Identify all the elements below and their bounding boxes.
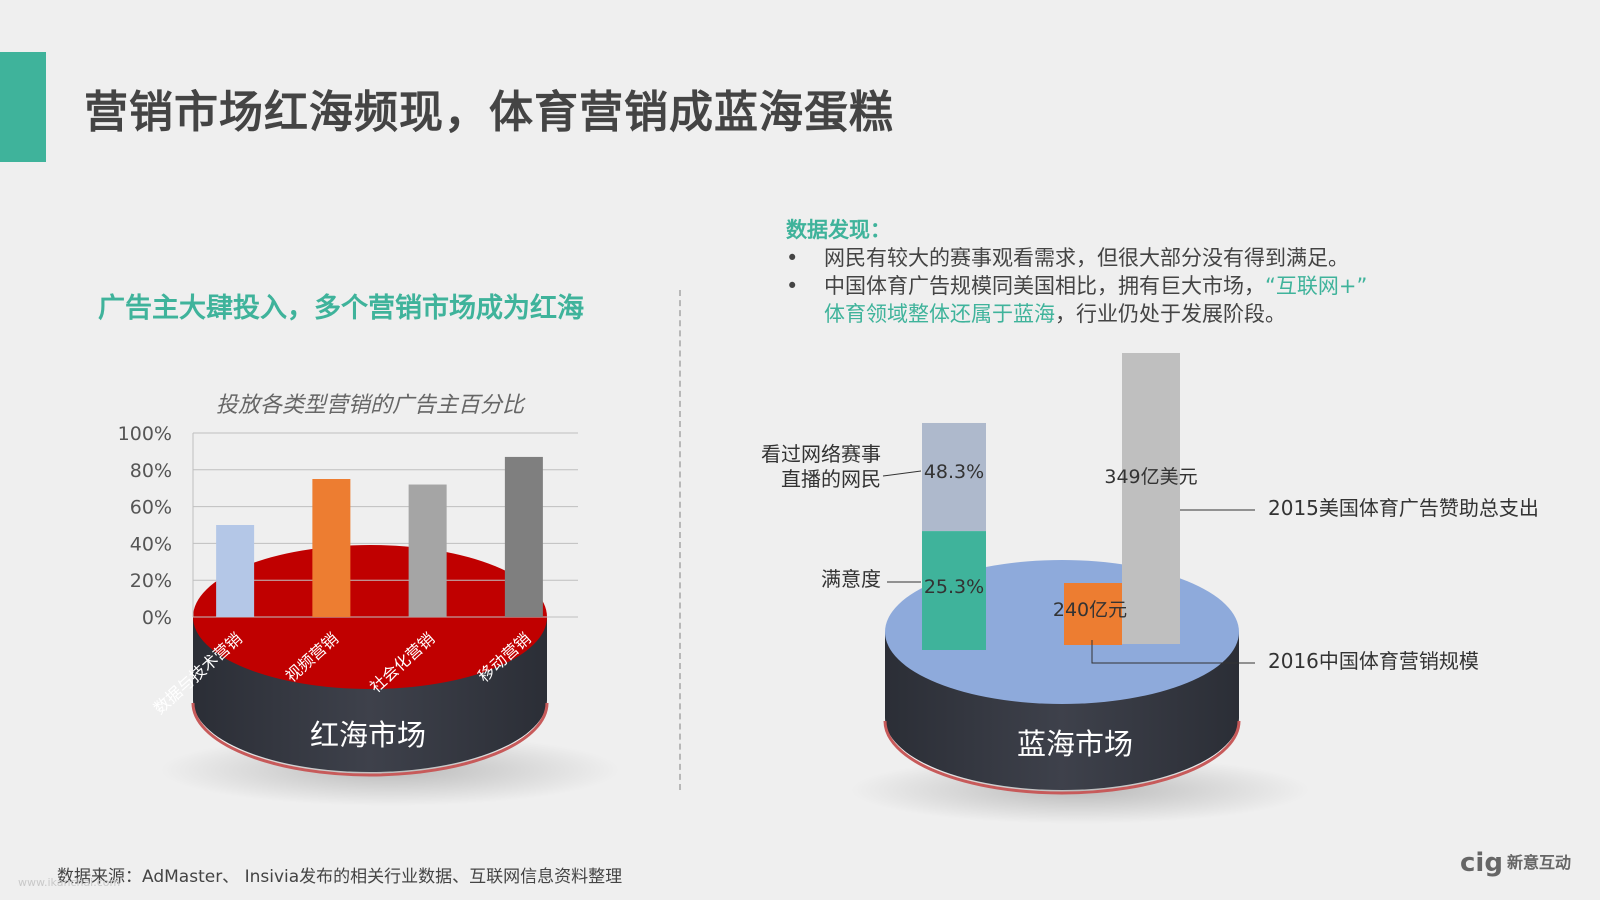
- bar-watched-segment: [922, 422, 986, 532]
- chart1-y-tick-label: 80%: [130, 460, 172, 482]
- logo-mark: cig: [1460, 848, 1503, 878]
- bar-cn-scale-value: 240亿元: [1053, 599, 1127, 621]
- red-sea-chart: 红海市场 投放各类型营销的广告主百分比 100%80%60%40%20%0% 数…: [118, 393, 620, 806]
- finding-highlight-1: “互联网+”: [1265, 274, 1368, 298]
- logo-text: 新意互动: [1506, 853, 1571, 872]
- finding-text-2a: 中国体育广告规模同美国相比，拥有巨大市场，: [824, 274, 1265, 298]
- chart1-bars: [216, 456, 543, 617]
- chart1-bar: [408, 484, 447, 617]
- finding-bullet-1: 网民有较大的赛事观看需求，但很大部分没有得到满足。: [786, 244, 1506, 272]
- chart2-bars: 48.3% 25.3% 349亿美元 240亿元: [922, 353, 1198, 650]
- chart1-bar: [504, 456, 543, 617]
- page-title: 营销市场红海频现，体育营销成蓝海蛋糕: [84, 87, 894, 138]
- finding-bullet-2: 中国体育广告规模同美国相比，拥有巨大市场，“互联网+” 体育领域整体还属于蓝海，行…: [786, 272, 1506, 328]
- bar-us-spend-value: 349亿美元: [1104, 466, 1197, 488]
- left-subtitle: 广告主大肆投入，多个营销市场成为红海: [98, 293, 584, 324]
- finding-highlight-2: 体育领域整体还属于蓝海: [824, 302, 1055, 326]
- chart1-y-tick-label: 0%: [142, 607, 172, 629]
- title-accent-bar: [0, 52, 46, 162]
- bar-satisfaction-segment: [922, 531, 986, 650]
- chart1-y-tick-label: 100%: [118, 423, 172, 445]
- findings-title: 数据发现：: [786, 218, 891, 242]
- bar-cn-scale: [1064, 583, 1122, 645]
- callout-cn-leader: [1091, 640, 1255, 664]
- chart1-y-tick-label: 20%: [130, 570, 172, 592]
- chart1-y-tick-label: 60%: [130, 497, 172, 519]
- chart1-y-ticks: 100% 80% 60% 40% 20% 0%: [118, 423, 172, 629]
- divider: [679, 290, 681, 790]
- blue-base-rim: [883, 720, 1241, 795]
- chart1-bar: [216, 525, 255, 617]
- callout-us-spend: 2015美国体育广告赞助总支出: [1268, 496, 1539, 520]
- callout-watched-leader: [882, 470, 922, 477]
- finding-text-1: 网民有较大的赛事观看需求，但很大部分没有得到满足。: [824, 246, 1349, 270]
- chart1-title: 投放各类型营销的广告主百分比: [216, 393, 526, 418]
- red-base-rim: [191, 702, 549, 777]
- callout-watched-line1: 看过网络赛事: [761, 442, 881, 466]
- bar-us-spend: [1122, 353, 1180, 644]
- finding-text-2b: ，行业仍处于发展阶段。: [1055, 302, 1286, 326]
- callout-watched-line2: 直播的网民: [781, 467, 881, 491]
- watermark: www.ikanchai.com: [18, 876, 121, 889]
- chart1-y-tick-label: 40%: [130, 533, 172, 555]
- callout-cn-scale: 2016中国体育营销规模: [1268, 649, 1479, 673]
- bar-satisfaction-value: 25.3%: [924, 576, 984, 598]
- callout-satisfaction: 满意度: [821, 567, 881, 591]
- bar-watched-value: 48.3%: [924, 461, 984, 483]
- blue-base-label: 蓝海市场: [1017, 727, 1133, 761]
- brand-logo: cig 新意互动: [1460, 848, 1571, 878]
- chart1-bar: [312, 479, 351, 617]
- source-note: 数据来源：AdMaster、 Insivia发布的相关行业数据、互联网信息资料整…: [57, 867, 623, 887]
- red-base-label: 红海市场: [310, 718, 426, 752]
- findings-block: 数据发现： 网民有较大的赛事观看需求，但很大部分没有得到满足。 中国体育广告规模…: [786, 216, 1506, 328]
